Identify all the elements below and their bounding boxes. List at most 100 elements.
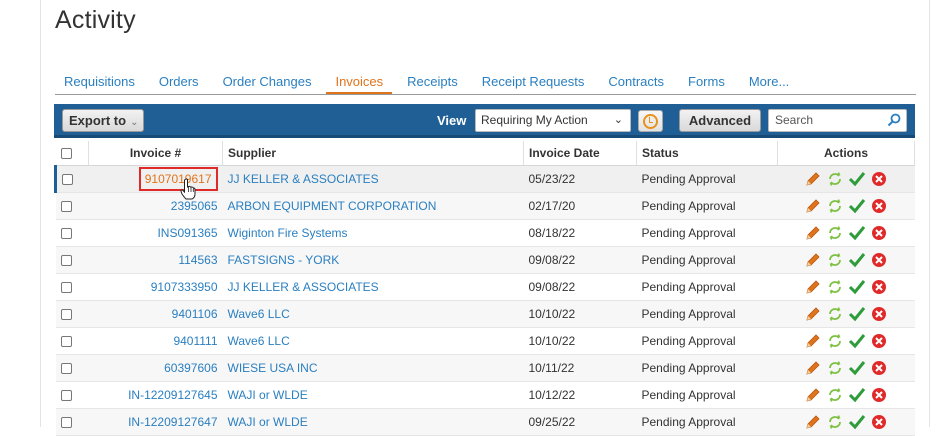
invoice-number-link[interactable]: 60397606	[164, 360, 218, 375]
refresh-icon[interactable]	[826, 171, 844, 187]
tab-requisitions[interactable]: Requisitions	[64, 74, 135, 89]
approve-check-icon[interactable]	[848, 306, 866, 322]
column-header-invoice[interactable]: Invoice #	[88, 141, 223, 166]
column-header-invoice-date[interactable]: Invoice Date	[523, 141, 637, 166]
invoice-number-link[interactable]: INS091365	[157, 225, 218, 240]
refresh-icon[interactable]	[826, 198, 844, 214]
table-row[interactable]: IN-12209127647 WAJI or WLDE 09/25/22 Pendin…	[55, 408, 915, 436]
supplier-link[interactable]: Wiginton Fire Systems	[227, 225, 348, 240]
tab-orders[interactable]: Orders	[158, 74, 199, 89]
pencil-icon[interactable]	[804, 360, 822, 376]
supplier-link[interactable]: WIESE USA INC	[227, 360, 318, 375]
pencil-icon[interactable]	[804, 171, 822, 187]
approve-check-icon[interactable]	[848, 279, 866, 295]
table-row[interactable]: 9401106 Wave6 LLC 10/10/22 Pending Approval	[55, 300, 915, 328]
approve-check-icon[interactable]	[848, 414, 866, 430]
reject-x-icon[interactable]	[870, 414, 888, 430]
tab-receipt-requests[interactable]: Receipt Requests	[481, 74, 585, 89]
refresh-icon[interactable]	[826, 225, 844, 241]
approve-check-icon[interactable]	[848, 333, 866, 349]
approve-check-icon[interactable]	[848, 252, 866, 268]
supplier-link[interactable]: Wave6 LLC	[227, 306, 290, 321]
reject-x-icon[interactable]	[870, 306, 888, 322]
tab-receipts[interactable]: Receipts	[407, 74, 458, 89]
refresh-icon[interactable]	[826, 387, 844, 403]
supplier-link[interactable]: JJ KELLER & ASSOCIATES	[227, 171, 379, 186]
pencil-icon[interactable]	[804, 279, 822, 295]
tab-invoices[interactable]: Invoices	[326, 74, 393, 94]
table-row[interactable]: 60397606 WIESE USA INC 10/11/22 Pending App…	[55, 354, 915, 382]
row-checkbox[interactable]	[60, 281, 72, 293]
pencil-icon[interactable]	[804, 333, 822, 349]
export-to-button[interactable]: Export to ⌄	[62, 109, 144, 132]
reject-x-icon[interactable]	[870, 360, 888, 376]
reject-x-icon[interactable]	[870, 387, 888, 403]
invoice-number-link[interactable]: 114563	[178, 252, 218, 267]
pencil-icon[interactable]	[804, 252, 822, 268]
invoice-number-link[interactable]: 9401111	[173, 333, 218, 348]
invoice-number-link[interactable]: 9107019617	[138, 166, 218, 191]
supplier-link[interactable]: Wave6 LLC	[227, 333, 290, 348]
reject-x-icon[interactable]	[870, 171, 888, 187]
select-all-checkbox[interactable]	[60, 148, 72, 160]
tab-contracts[interactable]: Contracts	[608, 74, 664, 89]
table-row[interactable]: IN-12209127645 WAJI or WLDE 10/12/22 Pendin…	[55, 381, 915, 409]
supplier-link[interactable]: JJ KELLER & ASSOCIATES	[227, 279, 379, 294]
supplier-link[interactable]: FASTSIGNS - YORK	[227, 252, 340, 267]
pencil-icon[interactable]	[804, 414, 822, 430]
row-checkbox[interactable]	[60, 254, 72, 266]
reject-x-icon[interactable]	[870, 225, 888, 241]
tab-more[interactable]: More...	[748, 74, 790, 89]
table-row[interactable]: INS091365 Wiginton Fire Systems 08/18/22 Pe…	[55, 219, 915, 247]
approve-check-icon[interactable]	[848, 225, 866, 241]
invoice-number-link[interactable]: 9107333950	[150, 279, 218, 294]
tab-order-changes[interactable]: Order Changes	[222, 74, 312, 89]
recent-history-button[interactable]	[638, 110, 663, 132]
invoice-number-link[interactable]: 2395065	[170, 198, 218, 213]
column-header-supplier[interactable]: Supplier	[222, 141, 524, 166]
table-row[interactable]: 114563 FASTSIGNS - YORK 09/08/22 Pending Ap…	[55, 246, 915, 274]
row-checkbox[interactable]	[60, 227, 72, 239]
refresh-icon[interactable]	[826, 333, 844, 349]
refresh-icon[interactable]	[826, 306, 844, 322]
row-checkbox[interactable]	[60, 308, 72, 320]
table-row[interactable]: 2395065 ARBON EQUIPMENT CORPORATION 02/17/…	[55, 192, 915, 220]
row-checkbox[interactable]	[60, 335, 72, 347]
pencil-icon[interactable]	[804, 387, 822, 403]
supplier-link[interactable]: ARBON EQUIPMENT CORPORATION	[227, 198, 437, 213]
row-checkbox[interactable]	[60, 389, 72, 401]
search-icon[interactable]	[887, 113, 901, 127]
approve-check-icon[interactable]	[848, 387, 866, 403]
invoice-number-link[interactable]: IN-12209127647	[128, 414, 218, 429]
approve-check-icon[interactable]	[848, 198, 866, 214]
column-header-status[interactable]: Status	[636, 141, 778, 166]
invoice-number-link[interactable]: 9401106	[171, 306, 218, 321]
search-input[interactable]: Search	[768, 109, 907, 132]
supplier-link[interactable]: WAJI or WLDE	[227, 387, 308, 402]
table-row[interactable]: 9401111 Wave6 LLC 10/10/22 Pending Approval	[55, 327, 915, 355]
row-checkbox[interactable]	[60, 200, 72, 212]
pencil-icon[interactable]	[804, 198, 822, 214]
refresh-icon[interactable]	[826, 414, 844, 430]
tab-forms[interactable]: Forms	[688, 74, 725, 89]
table-row[interactable]: 9107019617 JJ KELLER & ASSOCIATES 05/23/22…	[54, 165, 915, 193]
reject-x-icon[interactable]	[870, 198, 888, 214]
pencil-icon[interactable]	[804, 225, 822, 241]
refresh-icon[interactable]	[826, 252, 844, 268]
row-checkbox[interactable]	[60, 416, 72, 428]
invoice-number-link[interactable]: IN-12209127645	[128, 387, 218, 402]
approve-check-icon[interactable]	[848, 360, 866, 376]
reject-x-icon[interactable]	[870, 279, 888, 295]
approve-check-icon[interactable]	[848, 171, 866, 187]
row-checkbox[interactable]	[60, 362, 72, 374]
view-select[interactable]: Requiring My Action ⌄	[475, 109, 631, 132]
advanced-search-button[interactable]: Advanced	[679, 109, 761, 132]
reject-x-icon[interactable]	[870, 252, 888, 268]
pencil-icon[interactable]	[804, 306, 822, 322]
supplier-link[interactable]: WAJI or WLDE	[227, 414, 308, 429]
refresh-icon[interactable]	[826, 360, 844, 376]
row-checkbox[interactable]	[62, 173, 73, 185]
refresh-icon[interactable]	[826, 279, 844, 295]
table-row[interactable]: 9107333950 JJ KELLER & ASSOCIATES 09/08/22…	[55, 273, 915, 301]
reject-x-icon[interactable]	[870, 333, 888, 349]
